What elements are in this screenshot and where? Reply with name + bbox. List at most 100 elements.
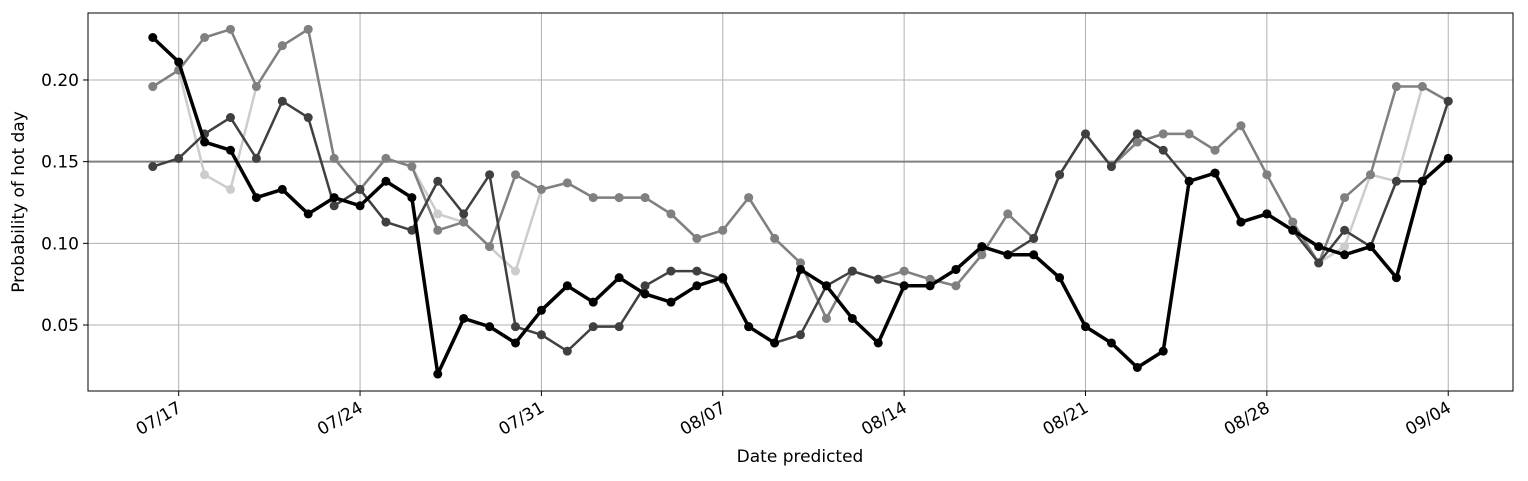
data-point — [1340, 242, 1350, 252]
data-point — [873, 274, 883, 284]
data-point — [1340, 193, 1350, 203]
data-point — [951, 281, 961, 291]
data-point — [148, 162, 158, 172]
data-point — [1391, 273, 1401, 283]
series-line — [152, 28, 1449, 320]
data-point — [1366, 242, 1375, 252]
data-point — [1081, 322, 1090, 332]
data-point — [226, 113, 235, 123]
data-point — [277, 96, 287, 106]
data-point — [485, 322, 495, 332]
data-point — [226, 184, 235, 194]
data-point — [303, 113, 313, 123]
data-point — [614, 273, 624, 283]
y-tick-label: 0.20 — [41, 71, 79, 91]
series-line — [151, 36, 1450, 376]
data-point — [692, 281, 702, 291]
data-point — [1106, 162, 1116, 172]
data-point — [1443, 153, 1453, 163]
data-point — [1366, 170, 1375, 180]
plot-frame — [87, 12, 1514, 392]
data-point — [1003, 250, 1013, 260]
data-point — [277, 184, 287, 194]
data-point — [355, 201, 365, 211]
data-point — [666, 297, 676, 307]
data-point — [511, 170, 520, 180]
data-point — [925, 281, 935, 291]
data-point — [251, 82, 261, 92]
data-point — [718, 225, 728, 235]
data-point — [226, 24, 235, 34]
data-point — [174, 57, 184, 67]
x-tick-label: 07/31 — [495, 398, 547, 440]
data-point — [666, 266, 676, 276]
data-point — [1029, 250, 1039, 260]
data-point — [485, 170, 495, 180]
data-point — [640, 289, 650, 299]
data-point — [355, 184, 365, 194]
data-point — [433, 176, 443, 186]
data-point — [381, 176, 391, 186]
data-point — [1003, 209, 1013, 219]
data-point — [459, 217, 469, 227]
data-point — [1340, 250, 1350, 260]
data-point — [1314, 242, 1324, 252]
data-point — [614, 193, 624, 203]
data-point — [770, 233, 780, 243]
data-point — [303, 209, 313, 219]
data-point — [1184, 176, 1194, 186]
data-point — [692, 266, 702, 276]
data-point — [381, 153, 391, 163]
data-point — [847, 266, 857, 276]
data-point — [148, 82, 158, 92]
data-point — [1158, 129, 1168, 139]
data-point — [614, 322, 624, 332]
x-tick-label: 08/14 — [858, 398, 910, 440]
data-point — [226, 145, 235, 155]
data-point — [847, 313, 857, 323]
data-point — [925, 274, 935, 284]
data-point — [1132, 137, 1142, 147]
data-point — [796, 258, 805, 268]
data-point — [329, 153, 339, 163]
y-tick-label: 0.15 — [41, 153, 79, 173]
data-point — [329, 193, 339, 203]
data-point — [536, 305, 546, 315]
data-point — [588, 297, 598, 307]
series-line — [152, 99, 1450, 353]
data-point — [718, 273, 728, 283]
data-point — [200, 170, 210, 180]
data-point — [666, 209, 676, 219]
data-point — [511, 338, 520, 348]
data-point — [1158, 145, 1168, 155]
data-point — [1288, 217, 1298, 227]
x-tick-label: 08/07 — [677, 398, 729, 440]
data-point — [459, 209, 469, 219]
data-point — [640, 281, 650, 291]
data-point — [511, 322, 520, 332]
data-point — [1029, 233, 1039, 243]
data-point — [640, 193, 650, 203]
y-tick-label: 0.05 — [41, 316, 79, 336]
data-point — [1314, 258, 1324, 268]
data-point — [1106, 338, 1116, 348]
data-point — [536, 184, 546, 194]
data-point — [873, 338, 883, 348]
data-point — [1081, 129, 1090, 139]
data-point — [407, 162, 417, 172]
x-tick-label: 09/04 — [1402, 398, 1454, 440]
data-point — [562, 346, 572, 356]
data-point — [1055, 170, 1065, 180]
data-point — [407, 225, 417, 235]
data-point — [770, 338, 780, 348]
data-point — [536, 330, 546, 340]
data-point — [1340, 225, 1350, 235]
data-point — [511, 266, 520, 276]
data-point — [977, 250, 987, 260]
data-point — [1417, 82, 1427, 92]
data-point — [200, 33, 210, 43]
data-point — [1262, 209, 1272, 219]
data-point — [899, 281, 909, 291]
data-point — [588, 193, 598, 203]
data-point — [303, 24, 313, 34]
